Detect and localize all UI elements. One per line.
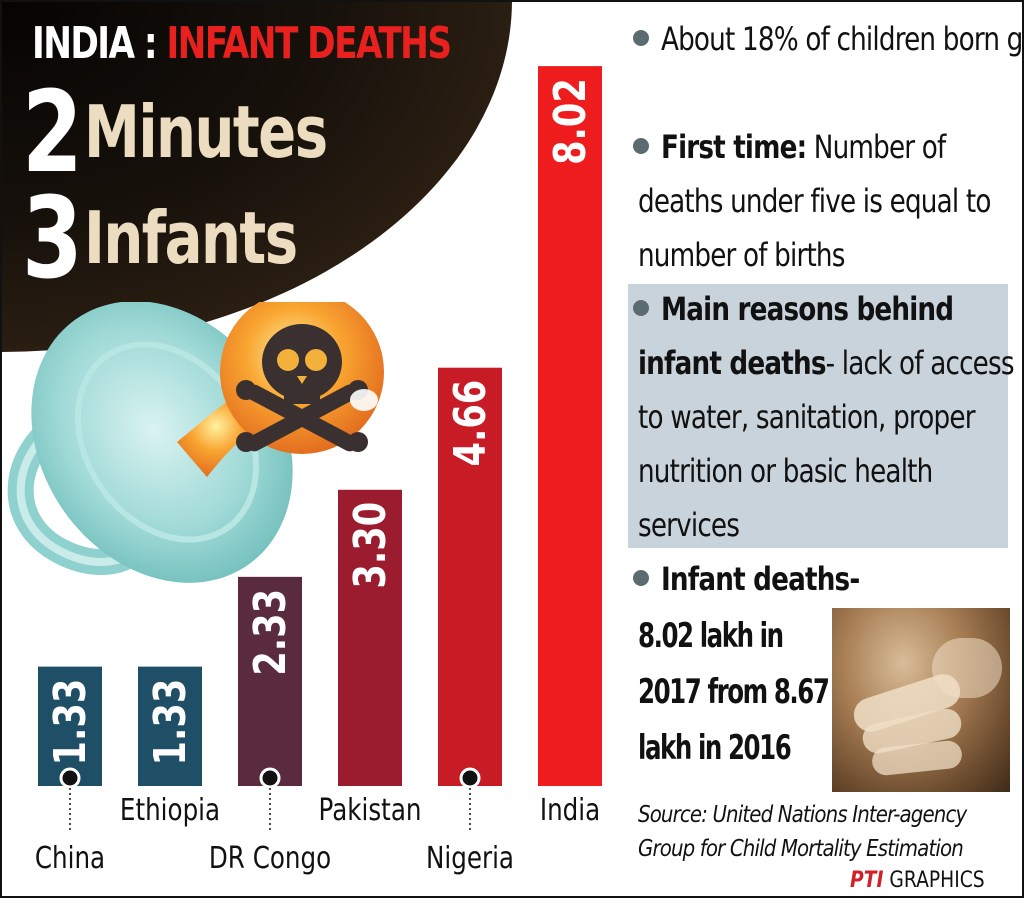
reasons-highlight-box (628, 284, 1008, 548)
stat-infants: 3 Infants (22, 174, 298, 304)
leader-dot (59, 767, 81, 789)
bullet-dot (633, 300, 649, 316)
credit-label: GRAPHICS (883, 868, 985, 893)
bar-dr-congo (238, 576, 302, 786)
headline: INDIA : INFANT DEATHS (32, 18, 452, 69)
fact-infant-deaths-figures: 8.02 lakh in 2017 from 8.67 lakh in 2016 (638, 608, 838, 776)
bar-china (38, 666, 102, 786)
stat-minutes-number: 2 (22, 68, 83, 198)
category-label: China (35, 842, 105, 876)
fact-infant-deaths-lead: Infant deaths (660, 560, 850, 598)
bar-value-label: 1.33 (45, 679, 96, 766)
fact-main-reasons-text: - lack of access to water, sanitation, p… (638, 344, 1015, 544)
bar-ethiopia (138, 666, 202, 786)
bar-value-label: 3.30 (345, 502, 396, 589)
fact-global-share: About 18% of children born globally are … (638, 12, 1022, 66)
stat-infants-word: Infants (84, 196, 298, 280)
credit: PTI GRAPHICS (850, 868, 985, 893)
bar-india (538, 66, 602, 787)
fact-main-reasons: Main reasons behind infant deaths- lack … (638, 282, 1018, 552)
bar-value-label: 8.02 (545, 78, 596, 165)
leader-dot (459, 767, 481, 789)
bullet-dot (633, 570, 649, 586)
fact-infant-deaths-line: lakh in 2016 (638, 728, 792, 768)
fact-infant-deaths-line: 8.02 lakh in (638, 616, 784, 656)
source-line: Group for Child Mortality Estimation (638, 836, 964, 862)
stat-minutes: 2 Minutes (22, 68, 328, 198)
fact-global-share-text: About 18% of children born globally are … (660, 20, 1023, 58)
category-label: Pakistan (319, 794, 422, 828)
bar-value-label: 2.33 (245, 589, 296, 676)
bar-value-label: 1.33 (145, 679, 196, 766)
source-note: Source: United Nations Inter-agency Grou… (638, 798, 967, 866)
leader-dot (259, 767, 281, 789)
infant-hand-photo (832, 608, 1010, 792)
bar-pakistan (338, 489, 402, 786)
fact-infant-deaths: Infant deaths- (638, 552, 898, 606)
category-label: India (540, 794, 600, 828)
fact-main-reasons-lead: Main reasons behind infant deaths (638, 290, 954, 382)
bullet-dot (633, 30, 649, 46)
bar-nigeria (438, 367, 502, 786)
category-label: DR Congo (209, 842, 331, 876)
category-label: Ethiopia (120, 794, 220, 828)
headline-country: INDIA : (32, 18, 158, 69)
stat-infants-number: 3 (22, 174, 83, 304)
headline-topic: INFANT DEATHS (166, 18, 452, 69)
stat-minutes-word: Minutes (84, 90, 328, 174)
fact-infant-deaths-dash: - (849, 560, 860, 598)
category-label: Nigeria (426, 842, 514, 876)
pacifier-with-skull-icon (7, 302, 384, 583)
fact-first-time: First time: Number of deaths under five … (638, 120, 1018, 282)
fact-first-time-text: Number of deaths under five is equal to … (638, 128, 991, 274)
source-line: Source: United Nations Inter-agency (638, 802, 967, 828)
credit-agency-logo: PTI (850, 868, 884, 893)
bar-value-label: 4.66 (445, 380, 496, 467)
bullet-dot (633, 138, 649, 154)
fact-first-time-lead: First time: (660, 128, 807, 166)
fact-infant-deaths-line: 2017 from 8.67 (638, 672, 830, 712)
